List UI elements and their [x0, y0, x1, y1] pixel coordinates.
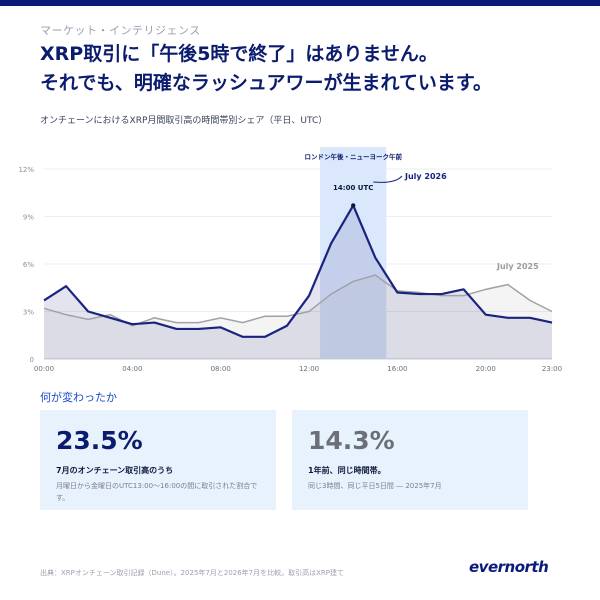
- stat-description: 月曜日から金曜日のUTC13:00～16:00の間に取引された割合です。: [56, 482, 258, 502]
- y-tick-label: 12%: [18, 166, 34, 174]
- stat-card-current: 23.5% 7月のオンチェーン取引高のうち 月曜日から金曜日のUTC13:00～…: [40, 410, 276, 510]
- x-tick-label: 20:00: [476, 365, 496, 373]
- x-tick-label: 00:00: [34, 365, 54, 373]
- series-label-july-2026: July 2026: [404, 172, 447, 181]
- series-line-july-2026: [43, 204, 553, 338]
- highlight-band-label: ロンドン午後・ニューヨーク午前: [304, 152, 402, 161]
- area-fill-july-2025: [44, 275, 552, 359]
- y-tick-label: 0: [30, 356, 34, 364]
- brand-logo: evernorth: [469, 558, 549, 576]
- stat-value: 14.3%: [308, 426, 395, 455]
- stat-card-previous: 14.3% 1年前、同じ時間帯。 同じ3時間、同じ平日5日間 ― 2025年7月: [292, 410, 528, 510]
- stat-label: 1年前、同じ時間帯。: [308, 466, 386, 475]
- section-label: 何が変わったか: [40, 391, 117, 404]
- chart-title: オンチェーンにおけるXRP月間取引高の時間帯別シェア（平日、UTC）: [40, 116, 328, 126]
- area-fill-july-2026: [44, 205, 552, 359]
- series-callout-line: [373, 175, 403, 183]
- y-tick-label: 3%: [23, 309, 34, 317]
- headline-line-1: XRP取引に「午後5時で終了」はありません。: [40, 43, 438, 65]
- stat-description: 同じ3時間、同じ平日5日間 ― 2025年7月: [308, 482, 442, 490]
- y-tick-label: 6%: [23, 261, 34, 269]
- stat-label: 7月のオンチェーン取引高のうち: [56, 466, 174, 475]
- y-axis-ticks: 0 3% 6% 9% 12%: [18, 166, 34, 364]
- x-tick-label: 12:00: [299, 365, 319, 373]
- series-label-july-2025: July 2025: [496, 262, 539, 271]
- x-tick-label: 23:00: [542, 365, 562, 373]
- headline-line-2: それでも、明確なラッシュアワーが生まれています。: [40, 72, 493, 94]
- x-tick-label: 08:00: [211, 365, 231, 373]
- peak-marker: [351, 203, 356, 208]
- line-chart: ロンドン午後・ニューヨーク午前 0 3% 6% 9% 12% 00:00 04:00 08:…: [18, 147, 562, 373]
- headline: XRP取引に「午後5時で終了」はありません。 それでも、明確なラッシュアワーが生…: [40, 40, 580, 98]
- x-axis-ticks: 00:00 04:00 08:00 12:00 16:00 20:00 23:00: [34, 365, 562, 373]
- x-tick-label: 16:00: [387, 365, 407, 373]
- y-tick-label: 9%: [23, 214, 34, 222]
- top-accent-bar: [0, 0, 600, 6]
- stat-value: 23.5%: [56, 426, 143, 455]
- kicker-label: マーケット・インテリジェンス: [40, 24, 201, 37]
- peak-annotation-label: 14:00 UTC: [333, 184, 373, 192]
- x-tick-label: 04:00: [122, 365, 142, 373]
- chart-grid: [44, 168, 552, 360]
- source-footnote: 出典：XRPオンチェーン取引記録（Dune）。2025年7月と2026年7月を比…: [40, 569, 345, 577]
